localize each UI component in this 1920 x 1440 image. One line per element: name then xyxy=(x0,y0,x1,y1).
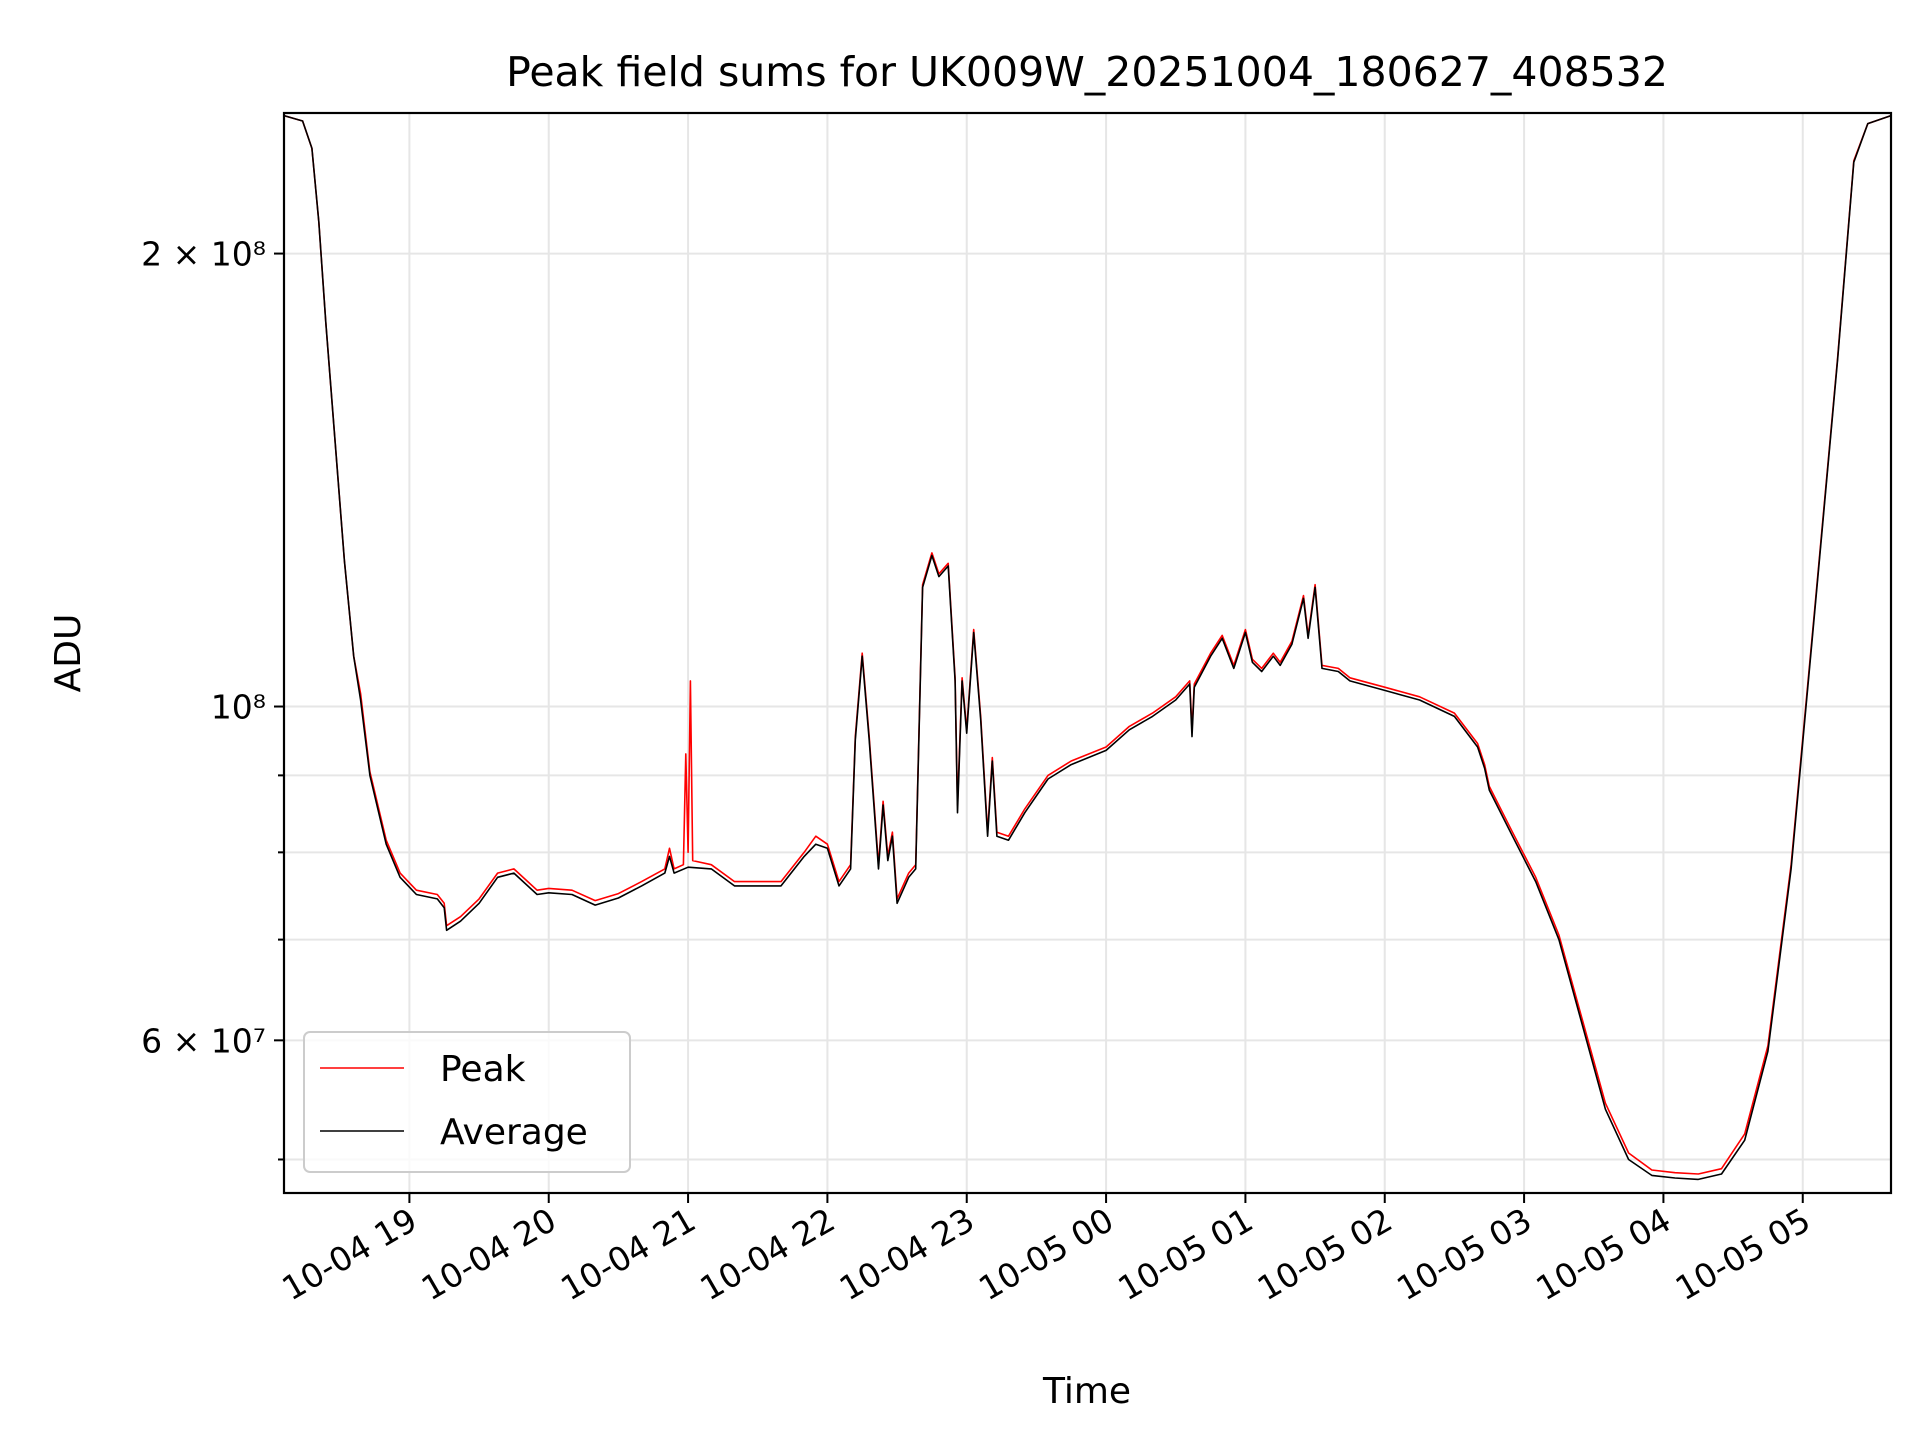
legend: Peak Average xyxy=(303,1031,631,1173)
plot-frame xyxy=(282,111,1893,1195)
y-tick-label: 2 × 10⁸ xyxy=(141,235,266,274)
grid xyxy=(284,113,1891,1193)
legend-box xyxy=(303,1031,631,1173)
chart-title: Peak field sums for UK009W_20251004_1806… xyxy=(506,48,1668,96)
y-axis-label: ADU xyxy=(48,614,89,693)
y-tick-label: 10⁸ xyxy=(211,688,266,727)
legend-label-average: Average xyxy=(440,1112,588,1153)
series-line-average xyxy=(283,114,1892,1181)
x-axis-label: Time xyxy=(1042,1371,1131,1412)
y-tick-label: 6 × 10⁷ xyxy=(141,1021,266,1060)
legend-label-peak: Peak xyxy=(440,1049,526,1090)
y-axis: 6 × 10⁷ 10⁸ 2 × 10⁸ xyxy=(141,235,284,1161)
plot-lines xyxy=(283,114,1892,1181)
